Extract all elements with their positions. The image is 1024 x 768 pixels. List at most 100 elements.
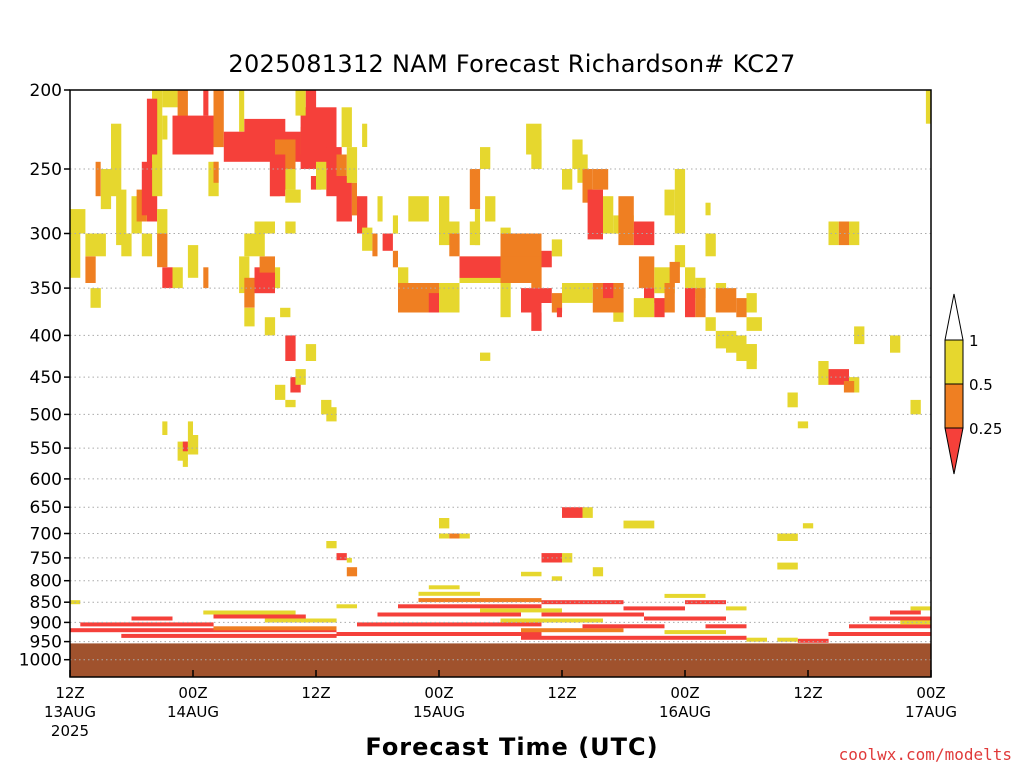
ri-cell <box>587 189 603 240</box>
ri-cell <box>152 154 163 197</box>
ri-cell <box>285 335 296 361</box>
ri-cell <box>203 90 209 116</box>
ri-cell <box>162 421 168 435</box>
y-tick-label: 950 <box>30 633 62 653</box>
ri-cell <box>254 267 275 294</box>
ri-band <box>357 622 542 627</box>
ri-cell <box>182 457 188 467</box>
ri-cell <box>828 221 839 246</box>
x-tick-label: 15AUG <box>413 703 465 721</box>
ri-cell <box>172 267 183 289</box>
ri-cell <box>398 283 419 313</box>
ri-cell <box>285 221 296 234</box>
ri-cell <box>541 250 552 268</box>
y-tick-label: 650 <box>30 498 62 518</box>
ri-cell <box>736 298 747 318</box>
ri-cell <box>95 161 101 197</box>
ri-cell <box>275 384 286 400</box>
ri-cell <box>562 169 573 190</box>
ri-cell <box>157 209 168 234</box>
ri-cell <box>705 202 711 216</box>
ri-cell <box>162 115 168 140</box>
ri-cell <box>910 399 921 415</box>
x-tick-label: 14AUG <box>167 703 219 721</box>
ri-cell <box>746 317 762 331</box>
x-tick-label: 12Z <box>55 684 84 702</box>
ri-cell <box>239 256 250 294</box>
plot-frame <box>69 89 932 678</box>
ri-cell <box>70 209 86 234</box>
ri-cell <box>582 507 593 518</box>
legend-arrow-top <box>944 293 964 341</box>
ri-band <box>213 626 337 631</box>
x-tick-label: 12Z <box>793 684 822 702</box>
ri-cell <box>392 250 398 268</box>
ri-cell <box>177 90 188 132</box>
ri-cell <box>244 277 255 308</box>
ri-band <box>705 624 747 629</box>
ri-cell <box>449 233 460 257</box>
x-tick-label: 00Z <box>670 684 699 702</box>
ground-fill <box>70 643 931 677</box>
ri-cell <box>925 90 931 124</box>
ri-band <box>336 604 357 609</box>
y-tick-label: 850 <box>30 593 62 613</box>
ri-band <box>80 622 214 627</box>
ri-cell <box>531 312 542 331</box>
ri-band <box>264 618 337 623</box>
ri-cell <box>346 147 358 183</box>
ri-cell <box>428 293 440 313</box>
ri-band <box>541 612 644 617</box>
ri-cell <box>674 169 686 234</box>
x-tick-label: 00Z <box>178 684 207 702</box>
ri-cell <box>244 233 265 257</box>
ri-cell <box>638 256 655 289</box>
y-tick-label: 250 <box>30 160 62 180</box>
ri-cell <box>439 196 450 222</box>
ri-band <box>480 608 562 613</box>
ri-cell <box>843 381 855 393</box>
ri-cell <box>603 196 614 234</box>
ri-cell <box>264 317 276 336</box>
ri-cell <box>633 221 655 246</box>
ri-band <box>623 606 685 611</box>
ri-cell <box>705 317 716 331</box>
y-tick-label: 500 <box>30 405 62 425</box>
ri-cell <box>485 196 496 222</box>
ri-cell <box>280 307 291 318</box>
ri-cell <box>187 421 193 435</box>
ri-cell <box>623 520 655 529</box>
ri-cell <box>685 267 696 294</box>
ri-cell <box>715 330 737 349</box>
ri-cell <box>715 288 737 313</box>
ri-cell <box>777 562 798 570</box>
ri-cell <box>316 161 327 190</box>
ri-cell <box>392 215 398 234</box>
ri-cell <box>336 154 347 197</box>
ri-cell <box>674 245 686 268</box>
ri-cell <box>346 557 352 563</box>
ri-cell <box>480 147 491 169</box>
ri-cell <box>357 196 368 234</box>
ri-cell <box>469 169 481 210</box>
ri-cell <box>797 421 809 429</box>
y-tick-label: 400 <box>30 326 62 346</box>
ri-band <box>203 610 296 615</box>
credit-link[interactable]: coolwx.com/modelts <box>838 745 1012 764</box>
ri-cell <box>746 293 757 313</box>
ri-cell <box>326 541 337 549</box>
ri-band <box>521 628 624 633</box>
ri-cell <box>239 90 245 132</box>
ri-cell <box>336 553 347 561</box>
y-axis: 200 250 300 350 400 450 500 550 600 650 700 750 8008… <box>19 81 70 671</box>
ri-cell <box>526 123 542 155</box>
ri-cell <box>203 267 209 289</box>
ri-cell <box>562 553 573 563</box>
ri-cell <box>562 283 593 303</box>
ri-cell <box>474 209 480 246</box>
ri-band <box>644 616 726 621</box>
ri-cell <box>90 288 101 308</box>
ri-band <box>910 606 931 611</box>
y-tick-label: 450 <box>30 368 62 388</box>
